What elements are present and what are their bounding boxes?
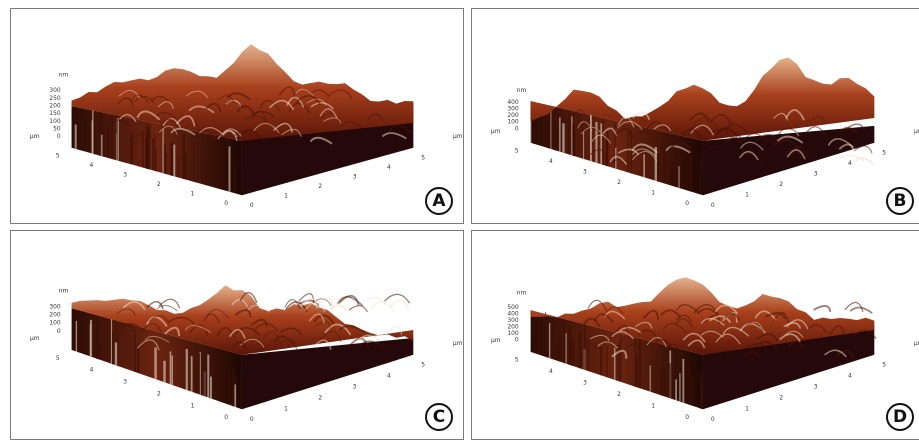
svg-text:300: 300 — [507, 106, 519, 113]
svg-text:3: 3 — [814, 171, 818, 178]
svg-text:200: 200 — [49, 103, 61, 110]
svg-text:2: 2 — [318, 183, 322, 190]
svg-text:300: 300 — [49, 87, 61, 94]
svg-text:500: 500 — [507, 304, 519, 311]
svg-text:1: 1 — [191, 402, 195, 409]
svg-text:1: 1 — [191, 191, 195, 198]
svg-text:0: 0 — [711, 416, 715, 423]
svg-text:100: 100 — [49, 320, 61, 327]
svg-text:0: 0 — [685, 200, 689, 207]
svg-text:4: 4 — [90, 367, 94, 374]
svg-text:400: 400 — [507, 99, 519, 106]
svg-text:2: 2 — [779, 181, 783, 188]
svg-text:0: 0 — [57, 133, 61, 140]
svg-text:3: 3 — [123, 172, 127, 179]
svg-text:0: 0 — [515, 125, 519, 132]
svg-text:2: 2 — [779, 394, 783, 401]
svg-text:3: 3 — [814, 383, 818, 390]
panel-label-b: B — [886, 187, 914, 215]
svg-text:5: 5 — [421, 155, 425, 162]
panel-label-c: C — [425, 403, 453, 431]
svg-text:5: 5 — [56, 153, 60, 160]
svg-text:5: 5 — [882, 150, 886, 157]
svg-text:100: 100 — [49, 118, 61, 125]
svg-text:150: 150 — [49, 110, 61, 117]
svg-text:µm: µm — [914, 128, 919, 135]
svg-text:250: 250 — [49, 95, 61, 102]
svg-text:3: 3 — [583, 380, 587, 387]
svg-text:3: 3 — [583, 169, 587, 176]
afm-panel-c: nm 300 200 100 0 µm 5 4 3 2 1 0 0 1 2 3 4 5 µm C — [10, 230, 464, 440]
svg-text:0: 0 — [515, 336, 519, 343]
svg-text:nm: nm — [517, 87, 527, 94]
afm-panel-b: nm4003002001000µm543210012345µm B — [471, 8, 919, 224]
svg-text:200: 200 — [507, 112, 519, 119]
svg-text:3: 3 — [123, 379, 127, 386]
svg-text:nm: nm — [59, 71, 69, 78]
svg-text:nm: nm — [517, 289, 527, 296]
svg-text:µm: µm — [30, 335, 40, 342]
svg-text:µm: µm — [491, 337, 501, 344]
afm-surface-d: nm5004003002001000µm543210012345µm — [491, 277, 919, 423]
afm-panel-d: nm5004003002001000µm543210012345µm D — [471, 230, 919, 440]
svg-text:µm: µm — [30, 133, 40, 140]
svg-text:5: 5 — [56, 355, 60, 362]
svg-text:4: 4 — [848, 160, 852, 167]
svg-text:0: 0 — [250, 416, 254, 423]
svg-text:3: 3 — [353, 383, 357, 390]
svg-text:4: 4 — [90, 162, 94, 169]
svg-text:0: 0 — [224, 200, 228, 207]
svg-text:0: 0 — [685, 414, 689, 421]
svg-text:200: 200 — [507, 324, 519, 331]
svg-text:5: 5 — [515, 357, 519, 364]
svg-text:1: 1 — [651, 403, 655, 410]
svg-text:100: 100 — [507, 119, 519, 126]
svg-text:µm: µm — [453, 133, 463, 140]
afm-panel-a: nm 300 250 200 150 100 50 0 µm 5 4 3 2 1 0 0 1 2 3 4 5 µm A — [10, 8, 464, 224]
svg-text:0: 0 — [711, 202, 715, 209]
svg-text:5: 5 — [882, 362, 886, 369]
svg-text:1: 1 — [745, 192, 749, 199]
svg-text:µm: µm — [491, 128, 501, 135]
svg-text:2: 2 — [617, 391, 621, 398]
svg-text:µm: µm — [914, 340, 919, 347]
svg-text:1: 1 — [284, 193, 288, 200]
svg-text:400: 400 — [507, 311, 519, 318]
svg-text:0: 0 — [250, 202, 254, 209]
svg-text:2: 2 — [318, 394, 322, 401]
svg-text:4: 4 — [387, 373, 391, 380]
svg-text:4: 4 — [387, 164, 391, 171]
svg-text:2: 2 — [617, 179, 621, 186]
svg-text:4: 4 — [549, 368, 553, 375]
svg-text:100: 100 — [507, 330, 519, 337]
svg-text:300: 300 — [507, 317, 519, 324]
svg-text:1: 1 — [651, 190, 655, 197]
svg-text:200: 200 — [49, 311, 61, 318]
svg-text:0: 0 — [224, 414, 228, 421]
svg-text:1: 1 — [745, 405, 749, 412]
svg-text:0: 0 — [57, 328, 61, 335]
svg-text:µm: µm — [453, 340, 463, 347]
svg-text:2: 2 — [157, 181, 161, 188]
svg-text:2: 2 — [157, 390, 161, 397]
svg-text:50: 50 — [53, 125, 61, 132]
svg-text:3: 3 — [353, 174, 357, 181]
panel-label-a: A — [425, 187, 453, 215]
svg-text:5: 5 — [421, 362, 425, 369]
panel-label-d: D — [886, 403, 914, 431]
svg-text:nm: nm — [59, 287, 69, 294]
svg-text:300: 300 — [49, 303, 61, 310]
svg-text:5: 5 — [515, 148, 519, 155]
svg-text:4: 4 — [848, 373, 852, 380]
svg-text:1: 1 — [284, 405, 288, 412]
svg-text:4: 4 — [549, 158, 553, 165]
afm-surface-b: nm4003002001000µm543210012345µm — [491, 57, 919, 209]
